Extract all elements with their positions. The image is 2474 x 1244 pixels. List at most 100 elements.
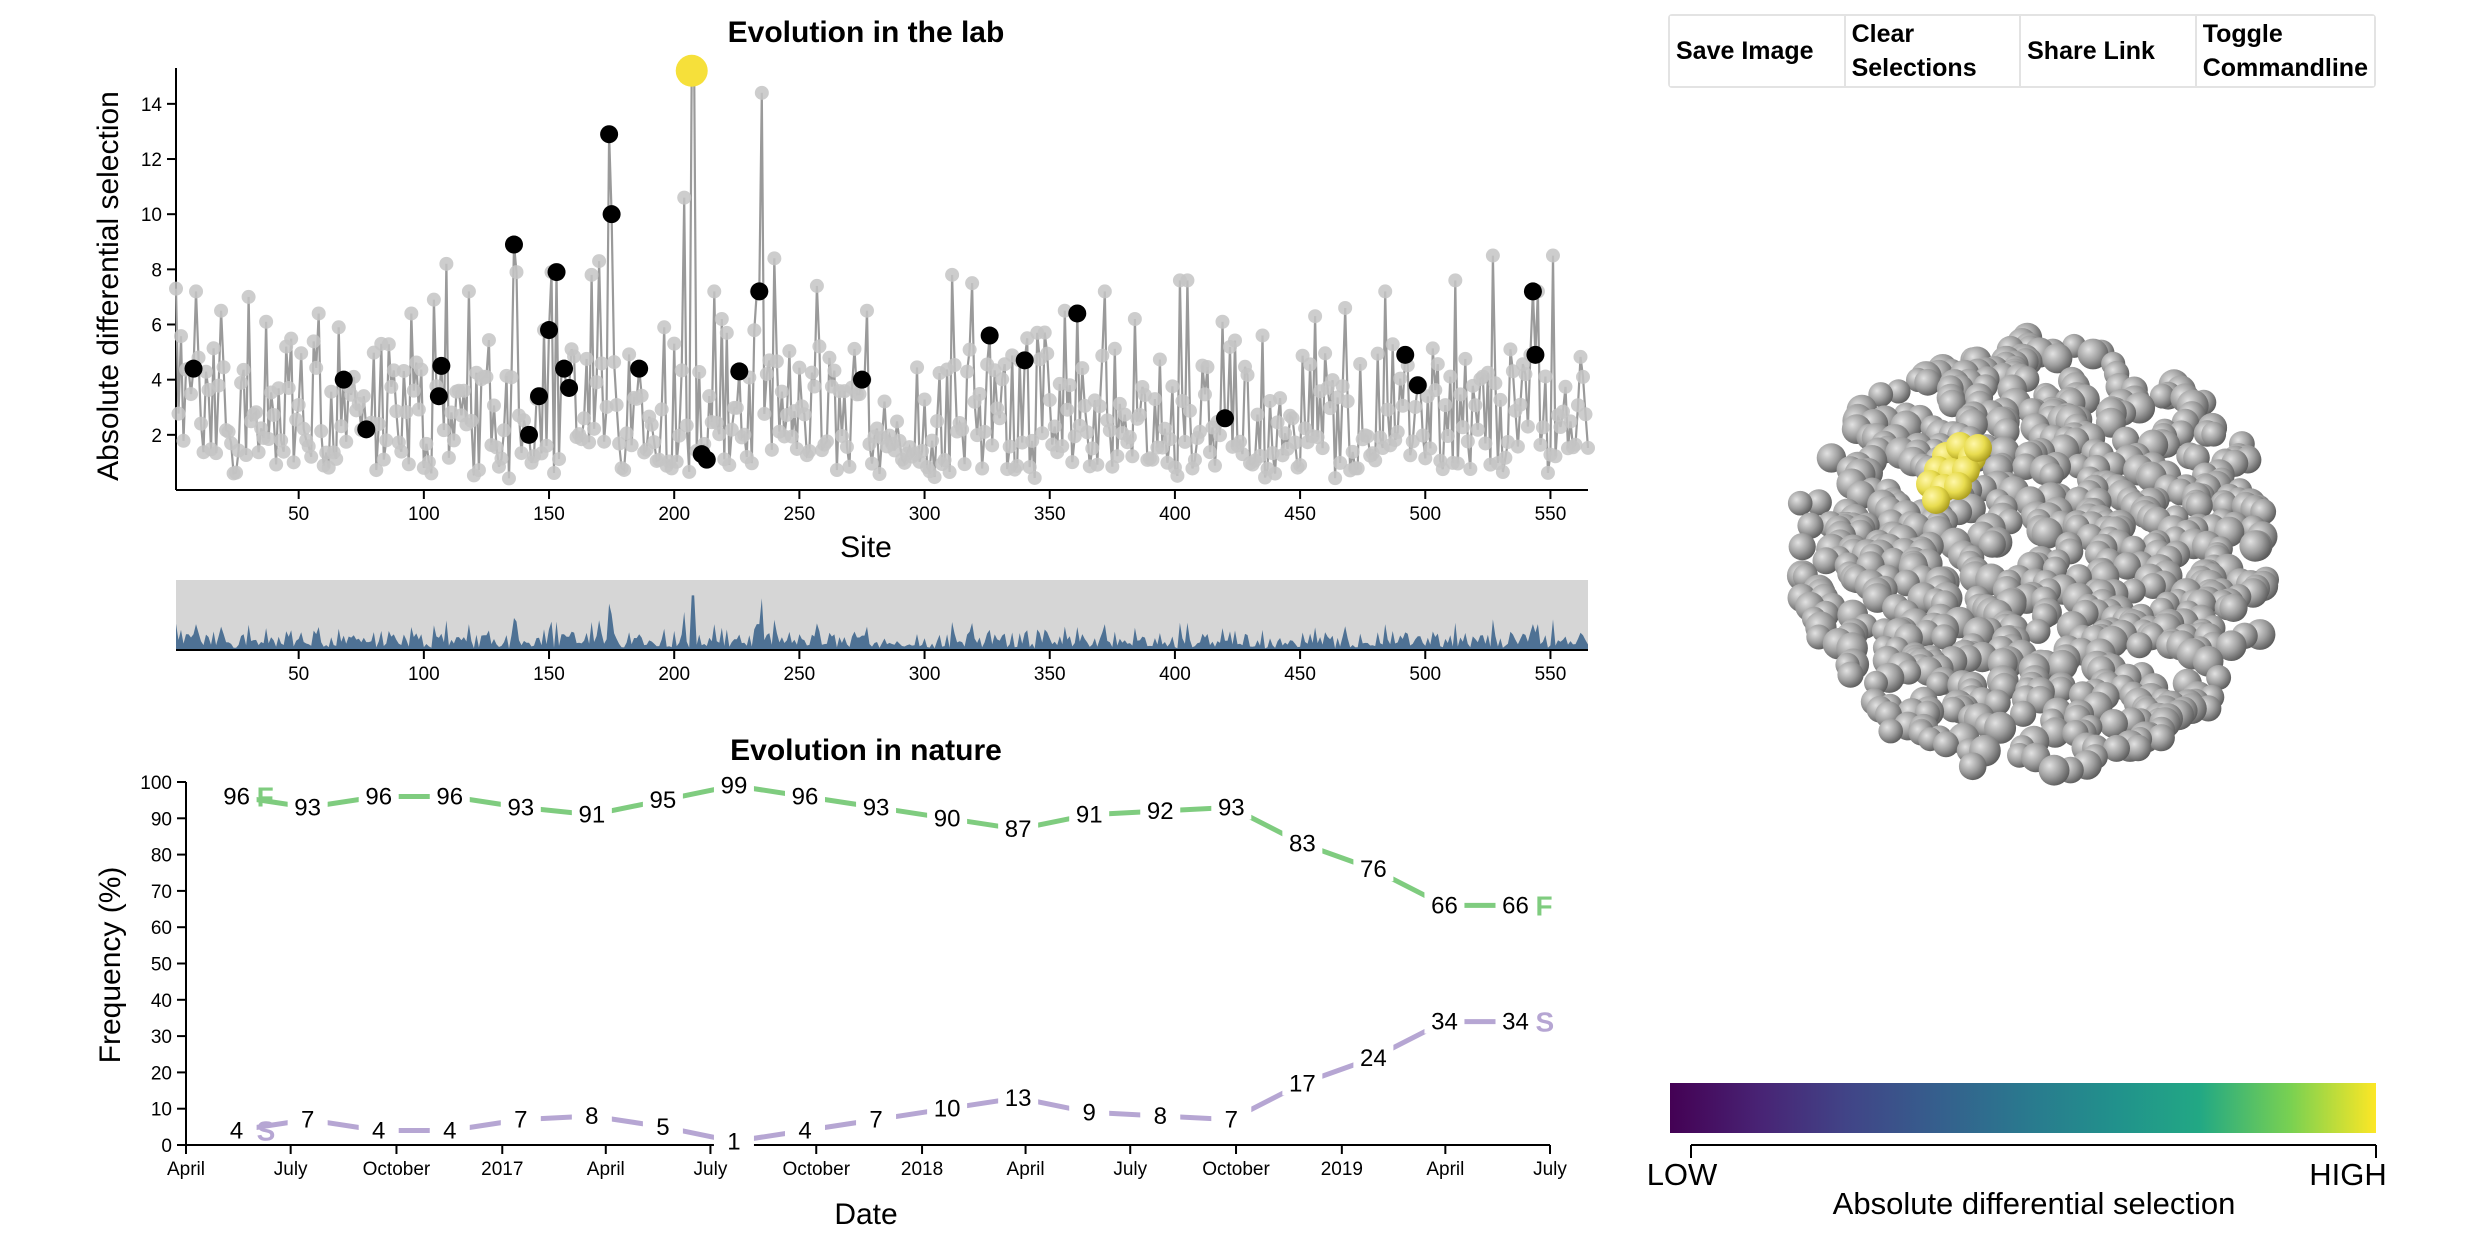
site-point[interactable] xyxy=(394,444,409,459)
site-point[interactable] xyxy=(314,424,329,439)
site-point[interactable] xyxy=(1428,383,1443,398)
site-point[interactable] xyxy=(1200,360,1215,375)
site-point[interactable] xyxy=(890,414,905,429)
site-point[interactable] xyxy=(1460,434,1475,449)
site-point[interactable] xyxy=(1455,420,1470,435)
site-point[interactable] xyxy=(1095,348,1110,363)
site-point[interactable] xyxy=(584,267,599,282)
nature-point-label[interactable]: 7 xyxy=(301,1107,314,1134)
site-point[interactable] xyxy=(1250,407,1265,422)
nature-point-label[interactable]: 93 xyxy=(863,794,890,821)
site-point[interactable] xyxy=(1438,398,1453,413)
site-point[interactable] xyxy=(389,404,404,419)
site-point[interactable] xyxy=(441,450,456,465)
site-point[interactable] xyxy=(1368,453,1383,468)
site-point[interactable] xyxy=(1233,434,1248,449)
selected-site-point[interactable] xyxy=(432,356,451,375)
site-point[interactable] xyxy=(1535,420,1550,435)
site-point[interactable] xyxy=(1092,399,1107,414)
clear-selections-button[interactable]: Clear Selections xyxy=(1845,16,2022,86)
site-point[interactable] xyxy=(930,414,945,429)
site-point[interactable] xyxy=(1175,394,1190,409)
site-point[interactable] xyxy=(1415,428,1430,443)
nature-point-label[interactable]: 90 xyxy=(934,805,961,832)
site-point[interactable] xyxy=(962,342,977,357)
site-point[interactable] xyxy=(1177,434,1192,449)
site-point[interactable] xyxy=(259,314,274,329)
nature-point-label[interactable]: 7 xyxy=(869,1107,882,1134)
site-point[interactable] xyxy=(1370,346,1385,361)
site-point[interactable] xyxy=(494,451,509,466)
site-point[interactable] xyxy=(1493,392,1508,407)
site-point[interactable] xyxy=(1378,284,1393,299)
site-point[interactable] xyxy=(1057,303,1072,318)
site-point[interactable] xyxy=(1152,352,1167,367)
site-point[interactable] xyxy=(1345,444,1360,459)
site-point[interactable] xyxy=(1520,419,1535,434)
site-point[interactable] xyxy=(1042,393,1057,408)
site-point[interactable] xyxy=(1055,439,1070,454)
site-point[interactable] xyxy=(1122,430,1137,445)
site-point[interactable] xyxy=(1333,455,1348,470)
site-point[interactable] xyxy=(311,306,326,321)
site-point[interactable] xyxy=(579,351,594,366)
site-point[interactable] xyxy=(1510,439,1525,454)
site-point[interactable] xyxy=(915,443,930,458)
site-point[interactable] xyxy=(617,462,632,477)
site-point[interactable] xyxy=(622,347,637,362)
site-point[interactable] xyxy=(471,463,486,478)
site-point[interactable] xyxy=(1097,284,1112,299)
selected-site-point[interactable] xyxy=(555,359,574,378)
site-point[interactable] xyxy=(624,438,639,453)
site-point[interactable] xyxy=(1127,311,1142,326)
site-point[interactable] xyxy=(296,421,311,436)
site-point[interactable] xyxy=(1423,441,1438,456)
site-point[interactable] xyxy=(910,360,925,375)
site-point[interactable] xyxy=(1425,341,1440,356)
site-point[interactable] xyxy=(859,303,874,318)
nature-point-label[interactable]: 5 xyxy=(656,1114,669,1141)
nature-point-label[interactable]: 93 xyxy=(507,794,534,821)
site-point[interactable] xyxy=(955,422,970,437)
site-point[interactable] xyxy=(1328,471,1343,486)
site-point[interactable] xyxy=(1270,415,1285,430)
site-point[interactable] xyxy=(1110,449,1125,464)
site-point[interactable] xyxy=(436,423,451,438)
site-point[interactable] xyxy=(819,434,834,449)
site-point[interactable] xyxy=(1335,379,1350,394)
site-point[interactable] xyxy=(692,364,707,379)
site-point[interactable] xyxy=(972,387,987,402)
site-point[interactable] xyxy=(767,251,782,266)
nature-point-label[interactable]: 76 xyxy=(1360,856,1387,883)
site-point[interactable] xyxy=(834,428,849,443)
site-point[interactable] xyxy=(827,363,842,378)
site-point[interactable] xyxy=(396,363,411,378)
site-point[interactable] xyxy=(1315,441,1330,456)
site-point[interactable] xyxy=(1022,460,1037,475)
site-point[interactable] xyxy=(809,278,824,293)
site-point[interactable] xyxy=(1581,440,1595,455)
site-point[interactable] xyxy=(456,383,471,398)
site-point[interactable] xyxy=(481,333,496,348)
nature-point-label[interactable]: 24 xyxy=(1360,1045,1387,1072)
site-point[interactable] xyxy=(1318,346,1333,361)
site-point[interactable] xyxy=(1273,391,1288,406)
selected-site-point[interactable] xyxy=(1215,409,1234,428)
site-point[interactable] xyxy=(754,85,769,100)
site-point[interactable] xyxy=(234,375,249,390)
site-point[interactable] xyxy=(729,400,744,415)
site-point[interactable] xyxy=(947,358,962,373)
site-point[interactable] xyxy=(1215,314,1230,329)
site-point[interactable] xyxy=(1463,462,1478,477)
site-point[interactable] xyxy=(712,427,727,442)
selected-site-point[interactable] xyxy=(1523,282,1542,301)
site-point[interactable] xyxy=(960,364,975,379)
site-point[interactable] xyxy=(329,451,344,466)
site-point[interactable] xyxy=(1080,425,1095,440)
selected-site-point[interactable] xyxy=(630,359,649,378)
site-point[interactable] xyxy=(249,405,264,420)
site-point[interactable] xyxy=(992,411,1007,426)
site-point[interactable] xyxy=(1478,436,1493,451)
nature-point-label[interactable]: 17 xyxy=(1289,1070,1316,1097)
site-point[interactable] xyxy=(331,320,346,335)
